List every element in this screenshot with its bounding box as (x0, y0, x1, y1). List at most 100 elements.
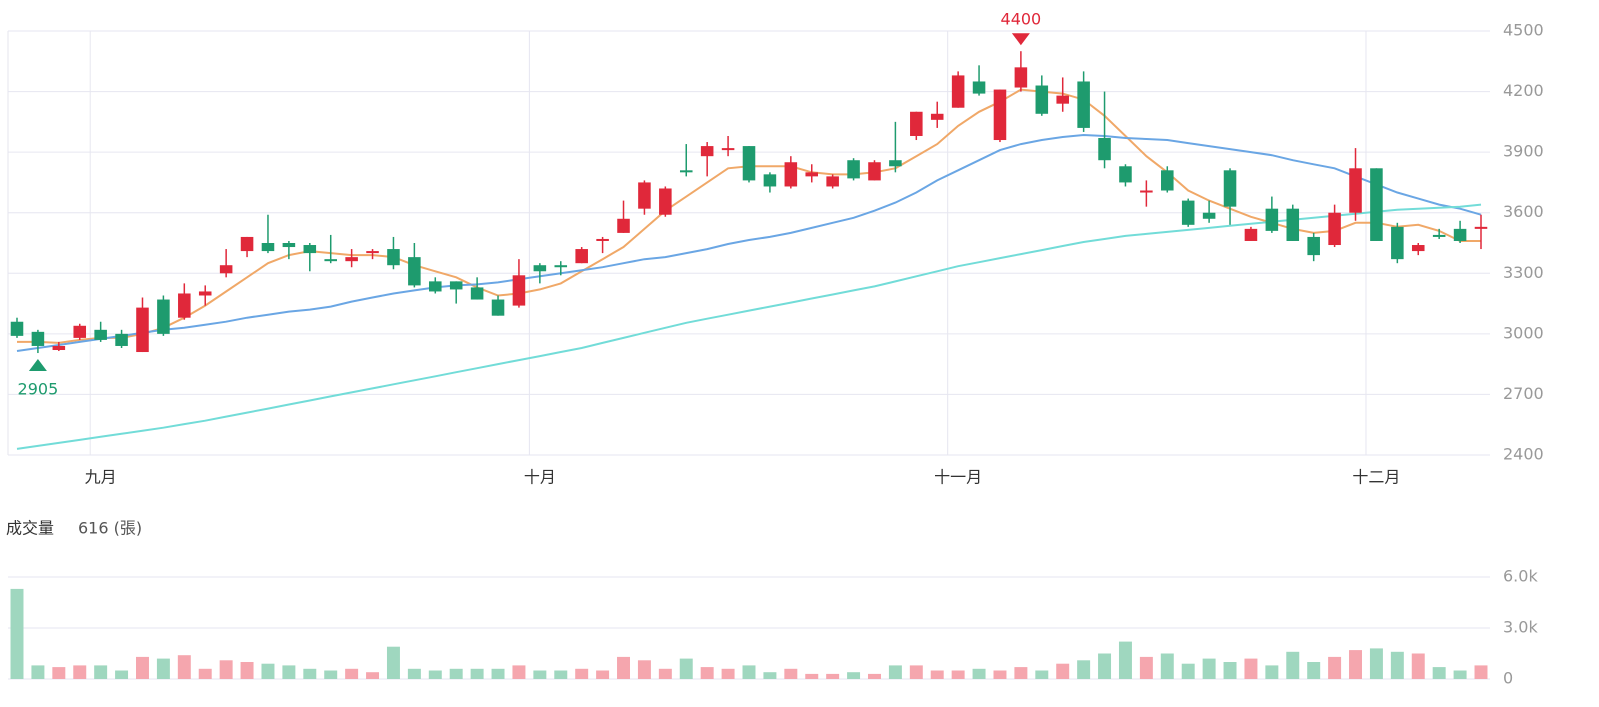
y-tick-label: 6.0k (1503, 567, 1538, 586)
volume-bar (1432, 667, 1446, 679)
y-tick-label: 3600 (1503, 202, 1544, 221)
volume-bar (1265, 665, 1279, 679)
volume-bar (575, 668, 589, 679)
candle-body (721, 148, 735, 151)
volume-bar (951, 670, 965, 679)
volume-bar (94, 665, 108, 679)
min-label: 2905 (18, 380, 59, 399)
candle-body (826, 176, 839, 187)
volume-bar (1411, 653, 1425, 679)
volume-bar (909, 665, 923, 679)
y-tick-label: 3900 (1503, 142, 1544, 161)
volume-bar (1014, 667, 1028, 679)
volume-bar (1453, 670, 1467, 679)
x-tick-label: 九月 (85, 468, 117, 487)
candle-body (951, 75, 965, 108)
y-tick-label: 3300 (1503, 263, 1544, 282)
volume-bar (700, 667, 714, 679)
candle-body (345, 257, 358, 262)
candle-body (1244, 228, 1258, 241)
candle-body (617, 218, 630, 233)
candle-body (1474, 226, 1488, 229)
candle-body (868, 162, 881, 181)
volume-bar (972, 668, 986, 679)
volume-bar (805, 673, 819, 679)
candle-body (784, 162, 798, 187)
volume-bar (1223, 662, 1237, 679)
candle-body (1453, 228, 1467, 241)
candle-body (1181, 200, 1195, 225)
candle-body (282, 243, 296, 248)
volume-bar (533, 670, 547, 679)
candle-body (1014, 67, 1028, 88)
volume-bar (491, 668, 505, 679)
candle-body (157, 299, 170, 334)
volume-bar (1098, 653, 1112, 679)
x-tick-label: 十月 (524, 468, 556, 487)
candle-body (449, 281, 463, 290)
candle-body (1391, 226, 1404, 260)
candle-body (31, 331, 45, 346)
volume-bar (73, 665, 87, 679)
volume-bar (617, 656, 630, 679)
volume-bar (345, 668, 359, 679)
candle-body (700, 146, 714, 157)
volume-bar (52, 667, 66, 679)
y-tick-label: 4200 (1503, 81, 1544, 100)
candle-body (910, 111, 923, 136)
volume-bar (115, 670, 129, 679)
volume-bar (156, 658, 170, 679)
candle-body (1223, 170, 1237, 207)
candle-body (763, 174, 777, 187)
volume-bar (721, 668, 735, 679)
candle-body (512, 275, 526, 306)
volume-bar (261, 663, 275, 679)
volume-bar (407, 668, 421, 679)
candle-body (847, 160, 860, 179)
volume-bar (742, 665, 756, 679)
candle-body (533, 265, 547, 272)
volume-bar (219, 660, 233, 679)
volume-bar (1286, 651, 1300, 679)
candle-body (889, 160, 902, 167)
volume-bar (868, 673, 881, 679)
candle-body (1411, 245, 1425, 252)
volume-bar (1035, 670, 1049, 679)
moving-average-line (17, 88, 1481, 344)
volume-bar (993, 670, 1007, 679)
candle-body (303, 245, 317, 254)
candle-body (10, 321, 24, 336)
y-tick-label: 3.0k (1503, 618, 1538, 637)
volume-bar (428, 670, 442, 679)
y-tick-label: 4500 (1503, 21, 1544, 40)
x-tick-label: 十一月 (934, 468, 982, 487)
candle-body (198, 291, 212, 296)
candle-body (1098, 138, 1111, 161)
volume-bar (679, 658, 693, 679)
candle-body (1328, 212, 1341, 246)
volume-bar (1139, 656, 1153, 679)
candle-body (742, 146, 756, 181)
candle-body (1056, 95, 1069, 104)
candle-body (219, 265, 233, 274)
y-tick-label: 0 (1503, 669, 1513, 688)
candle-body (805, 172, 819, 177)
volume-bar (1474, 665, 1488, 679)
candle-body (115, 333, 128, 346)
candle-body (470, 287, 484, 300)
volume-bar (1202, 658, 1216, 679)
max-label: 4400 (1001, 10, 1042, 29)
max-marker (1011, 33, 1030, 46)
candle-body (73, 325, 87, 338)
candle-body (1140, 190, 1153, 193)
candle-body (429, 281, 442, 292)
candle-body (261, 243, 275, 252)
volume-bar (282, 665, 296, 679)
candle-body (1307, 236, 1320, 256)
candle-body (1119, 166, 1132, 183)
volume-bar (1369, 648, 1383, 679)
candle-body (1432, 234, 1446, 237)
volume-bar (198, 668, 212, 679)
candle-body (1370, 168, 1383, 241)
volume-bar (1077, 660, 1091, 679)
